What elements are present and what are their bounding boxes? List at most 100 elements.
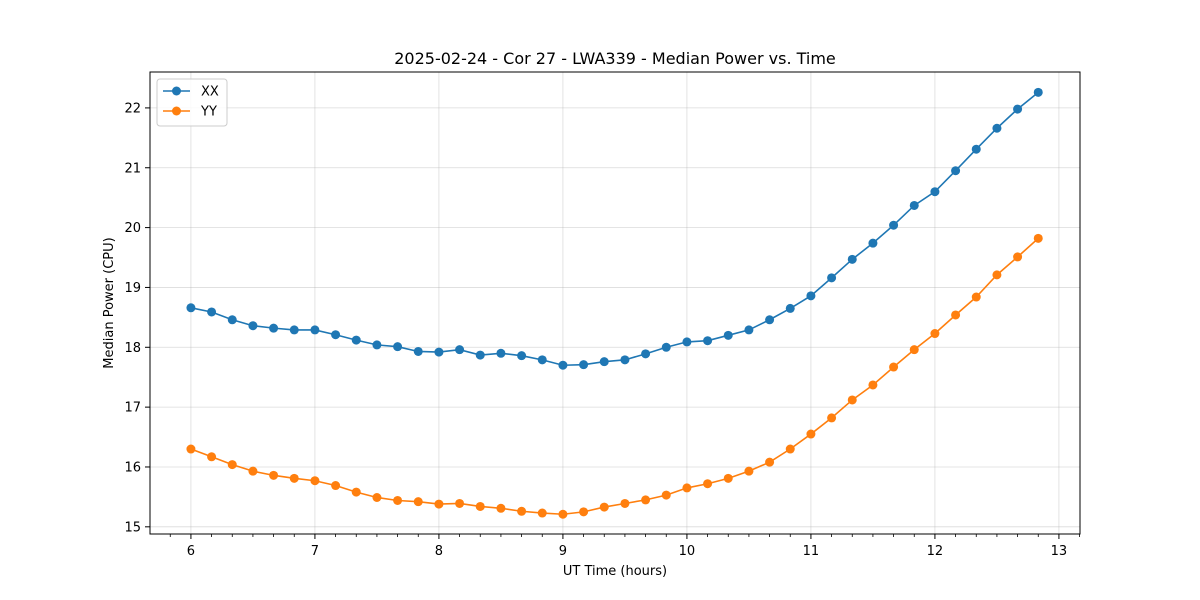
x-tick-label: 13 — [1051, 544, 1068, 559]
data-point-xx — [372, 340, 382, 350]
data-point-xx — [620, 355, 630, 365]
data-point-yy — [1013, 252, 1023, 262]
data-point-xx — [434, 347, 444, 357]
data-point-xx — [661, 342, 671, 352]
plot-frame — [149, 71, 1081, 535]
data-point-xx — [1013, 104, 1023, 114]
data-point-yy — [806, 429, 816, 439]
data-point-yy — [971, 292, 981, 302]
data-point-xx — [971, 144, 981, 154]
data-point-xx — [723, 330, 733, 340]
data-point-yy — [372, 492, 382, 502]
series-xx — [186, 87, 1043, 370]
data-point-yy — [868, 380, 878, 390]
data-point-xx — [289, 325, 299, 335]
data-point-xx — [269, 323, 279, 333]
legend-swatch-marker — [172, 86, 181, 96]
y-tick-label: 16 — [124, 460, 141, 475]
data-point-xx — [889, 220, 899, 230]
data-point-yy — [889, 362, 899, 372]
legend-item-xx: XX — [163, 85, 219, 100]
data-point-xx — [909, 200, 919, 210]
data-point-xx — [868, 238, 878, 248]
legend: XX YY — [156, 78, 228, 127]
data-point-yy — [641, 495, 651, 505]
y-tick-label: 17 — [124, 401, 141, 416]
x-tick-label: 12 — [927, 544, 944, 559]
data-point-xx — [641, 349, 651, 359]
data-point-xx — [413, 346, 423, 356]
data-point-yy — [847, 395, 857, 405]
data-point-xx — [599, 357, 609, 367]
data-point-yy — [537, 508, 547, 518]
data-point-xx — [806, 291, 816, 301]
x-tick-label: 11 — [803, 544, 820, 559]
data-point-yy — [558, 509, 568, 519]
data-point-xx — [207, 307, 217, 317]
data-point-xx — [455, 345, 465, 355]
legend-label: YY — [200, 105, 217, 120]
x-tick-label: 8 — [435, 544, 443, 559]
y-tick-label: 15 — [124, 520, 141, 535]
data-point-yy — [661, 490, 671, 500]
x-axis-label: UT Time (hours) — [563, 564, 667, 579]
data-point-xx — [310, 325, 320, 335]
data-point-xx — [827, 273, 837, 283]
data-point-yy — [744, 466, 754, 476]
data-point-yy — [785, 444, 795, 454]
data-point-xx — [475, 350, 485, 360]
data-point-yy — [909, 345, 919, 355]
chart-title: 2025-02-24 - Cor 27 - LWA339 - Median Po… — [394, 49, 836, 68]
data-point-yy — [455, 498, 465, 508]
y-tick-label: 18 — [124, 341, 141, 356]
data-point-yy — [289, 473, 299, 483]
series-yy — [186, 233, 1043, 519]
y-tick-label: 22 — [124, 101, 141, 116]
legend-label: XX — [201, 85, 219, 100]
legend-swatch-marker — [172, 106, 181, 116]
data-point-yy — [765, 457, 775, 467]
data-point-yy — [269, 470, 279, 480]
data-point-yy — [351, 487, 361, 497]
data-point-xx — [765, 315, 775, 325]
data-point-yy — [393, 495, 403, 505]
data-point-yy — [703, 479, 713, 489]
x-tick-label: 6 — [187, 544, 195, 559]
data-point-xx — [331, 330, 341, 340]
data-point-xx — [186, 303, 196, 313]
data-point-yy — [682, 483, 692, 493]
plot-series — [186, 87, 1043, 519]
grid — [150, 72, 1080, 534]
data-point-yy — [951, 310, 961, 320]
data-point-xx — [227, 315, 237, 325]
y-tick-label: 20 — [124, 221, 141, 236]
data-point-yy — [930, 329, 940, 339]
data-point-xx — [682, 337, 692, 347]
data-point-yy — [496, 503, 506, 513]
x-tick-label: 9 — [559, 544, 567, 559]
data-point-yy — [723, 473, 733, 483]
data-point-yy — [1033, 233, 1043, 243]
data-point-yy — [207, 452, 217, 462]
data-point-xx — [703, 336, 713, 346]
series-yy-line — [190, 237, 1039, 516]
data-point-yy — [992, 270, 1002, 280]
data-point-xx — [785, 303, 795, 313]
axis-ticks: 6 7 8 9 10 11 12 13 15 16 17 18 19 20 21 22 — [124, 101, 1080, 559]
data-point-yy — [248, 466, 258, 476]
data-point-xx — [248, 321, 258, 331]
data-point-yy — [475, 501, 485, 511]
data-point-yy — [517, 506, 527, 516]
x-tick-label: 7 — [311, 544, 319, 559]
data-point-xx — [351, 335, 361, 345]
data-point-yy — [620, 498, 630, 508]
data-point-yy — [599, 502, 609, 512]
data-point-xx — [579, 360, 589, 370]
data-point-xx — [393, 342, 403, 352]
y-tick-label: 19 — [124, 281, 141, 296]
legend-item-yy: YY — [163, 105, 217, 120]
data-point-yy — [579, 507, 589, 517]
data-point-xx — [496, 348, 506, 358]
data-point-yy — [310, 476, 320, 486]
